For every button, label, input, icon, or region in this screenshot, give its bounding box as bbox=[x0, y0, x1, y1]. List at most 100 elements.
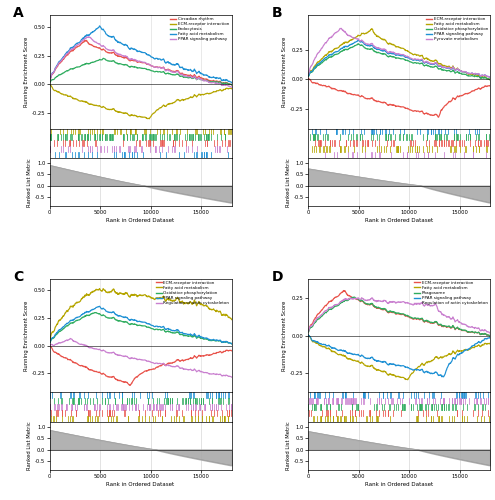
Fatty acid metabolism bbox=[352, 358, 358, 364]
Fatty acid metabolism bbox=[413, 366, 419, 372]
Regulation of actin cytoskeleton bbox=[337, 299, 343, 305]
Circadian rhythm bbox=[129, 57, 135, 63]
Regulation of actin cytoskeleton bbox=[229, 374, 235, 380]
X-axis label: Rank in Ordered Dataset: Rank in Ordered Dataset bbox=[106, 218, 175, 223]
PPAR signaling pathway bbox=[337, 46, 343, 52]
ECM-receptor interaction bbox=[47, 342, 52, 348]
Oxidative phosphorylation bbox=[168, 330, 174, 336]
Pyruvate metabolism bbox=[427, 60, 433, 66]
Line: PPAR signaling pathway: PPAR signaling pathway bbox=[50, 306, 232, 344]
PPAR signaling pathway bbox=[355, 37, 361, 43]
Fatty acid metabolism bbox=[97, 286, 102, 292]
Regulation of actin cytoskeleton bbox=[427, 302, 433, 308]
ECM-receptor interaction bbox=[443, 102, 448, 108]
PPAR signaling pathway bbox=[337, 347, 343, 353]
Fatty acid metabolism bbox=[388, 372, 394, 378]
Oxidative phosphorylation bbox=[229, 341, 235, 347]
Fatty acid metabolism bbox=[154, 294, 160, 300]
Oxidative phosphorylation bbox=[184, 333, 190, 339]
Regulation of actin cytoskeleton bbox=[352, 295, 358, 301]
PPAR signaling pathway bbox=[94, 304, 99, 310]
Fatty acid metabolism bbox=[369, 26, 375, 32]
Regulation of actin cytoskeleton bbox=[388, 299, 394, 305]
ECM-receptor interaction bbox=[487, 333, 493, 339]
Regulation of actin cytoskeleton bbox=[487, 330, 493, 336]
PPAR signaling pathway bbox=[487, 335, 493, 341]
PPAR signaling pathway bbox=[94, 40, 99, 46]
Regulation of actin cytoskeleton bbox=[413, 300, 419, 306]
Text: D: D bbox=[272, 270, 283, 283]
Fatty acid metabolism bbox=[229, 80, 235, 86]
Oxidative phosphorylation bbox=[355, 40, 361, 46]
Fatty acid metabolism bbox=[427, 57, 433, 63]
Fatty acid metabolism bbox=[352, 34, 358, 40]
Line: Endocytosis: Endocytosis bbox=[50, 58, 232, 85]
ECM-receptor interaction bbox=[168, 100, 174, 106]
Endocytosis bbox=[47, 79, 52, 85]
Line: ECM-receptor interaction: ECM-receptor interaction bbox=[308, 78, 490, 117]
ECM-receptor interaction bbox=[337, 88, 343, 94]
Fatty acid metabolism bbox=[129, 46, 135, 52]
ECM-receptor interaction bbox=[427, 320, 433, 326]
Line: PPAR signaling pathway: PPAR signaling pathway bbox=[50, 37, 232, 88]
Regulation of actin cytoskeleton bbox=[305, 328, 311, 334]
Regulation of actin cytoskeleton bbox=[154, 360, 160, 366]
Fatty acid metabolism bbox=[97, 23, 102, 29]
ECM-receptor interaction bbox=[229, 348, 235, 354]
Oxidative phosphorylation bbox=[337, 49, 343, 55]
Phagosome bbox=[487, 333, 493, 339]
PPAR signaling pathway bbox=[388, 50, 394, 56]
PPAR signaling pathway bbox=[412, 366, 418, 372]
Phagosome bbox=[337, 300, 343, 306]
ECM-receptor interaction bbox=[305, 328, 311, 334]
Text: A: A bbox=[13, 6, 24, 20]
Line: Oxidative phosphorylation: Oxidative phosphorylation bbox=[308, 44, 490, 80]
Fatty acid metabolism bbox=[388, 40, 394, 46]
ECM-receptor interaction bbox=[94, 102, 99, 108]
Text: C: C bbox=[13, 270, 23, 283]
ECM-receptor interaction bbox=[388, 102, 394, 108]
Fatty acid metabolism bbox=[168, 61, 174, 67]
X-axis label: Rank in Ordered Dataset: Rank in Ordered Dataset bbox=[365, 482, 433, 487]
PPAR signaling pathway bbox=[79, 38, 85, 44]
Fatty acid metabolism bbox=[443, 63, 448, 69]
ECM-receptor interaction bbox=[352, 92, 358, 98]
ECM-receptor interaction bbox=[427, 112, 433, 117]
PPAR signaling pathway bbox=[352, 351, 358, 357]
Y-axis label: Running Enrichment Score: Running Enrichment Score bbox=[24, 36, 29, 107]
Y-axis label: Running Enrichment Score: Running Enrichment Score bbox=[24, 300, 29, 371]
Pyruvate metabolism bbox=[487, 74, 493, 80]
Endocytosis bbox=[184, 74, 190, 80]
Phagosome bbox=[388, 308, 394, 314]
ECM-receptor interaction bbox=[443, 324, 448, 330]
Regulation of actin cytoskeleton bbox=[168, 363, 174, 369]
Phagosome bbox=[427, 319, 433, 325]
Phagosome bbox=[352, 295, 358, 301]
Fatty acid metabolism bbox=[130, 292, 136, 298]
Circadian rhythm bbox=[94, 44, 99, 51]
Oxidative phosphorylation bbox=[47, 340, 52, 345]
Oxidative phosphorylation bbox=[305, 73, 311, 79]
PPAR signaling pathway bbox=[305, 332, 311, 338]
Fatty acid metabolism bbox=[154, 56, 160, 62]
Line: Phagosome: Phagosome bbox=[308, 297, 490, 336]
PPAR signaling pathway bbox=[487, 74, 493, 80]
ECM-receptor interaction bbox=[229, 86, 235, 91]
Circadian rhythm bbox=[47, 77, 52, 83]
Pyruvate metabolism bbox=[337, 26, 343, 32]
Fatty acid metabolism bbox=[337, 352, 343, 358]
ECM-receptor interaction bbox=[337, 290, 343, 296]
Oxidative phosphorylation bbox=[94, 310, 99, 316]
Line: ECM-receptor interaction: ECM-receptor interaction bbox=[50, 84, 232, 119]
Y-axis label: Running Enrichment Score: Running Enrichment Score bbox=[283, 300, 288, 371]
Regulation of actin cytoskeleton bbox=[129, 355, 135, 361]
Pyruvate metabolism bbox=[305, 71, 311, 77]
Line: Oxidative phosphorylation: Oxidative phosphorylation bbox=[50, 312, 232, 344]
Oxidative phosphorylation bbox=[443, 68, 448, 73]
Text: B: B bbox=[272, 6, 282, 20]
Fatty acid metabolism bbox=[337, 42, 343, 48]
Line: Regulation of actin cytoskeleton: Regulation of actin cytoskeleton bbox=[308, 298, 490, 333]
Fatty acid metabolism bbox=[79, 296, 85, 302]
PPAR signaling pathway bbox=[154, 64, 160, 70]
Oxidative phosphorylation bbox=[388, 53, 394, 59]
